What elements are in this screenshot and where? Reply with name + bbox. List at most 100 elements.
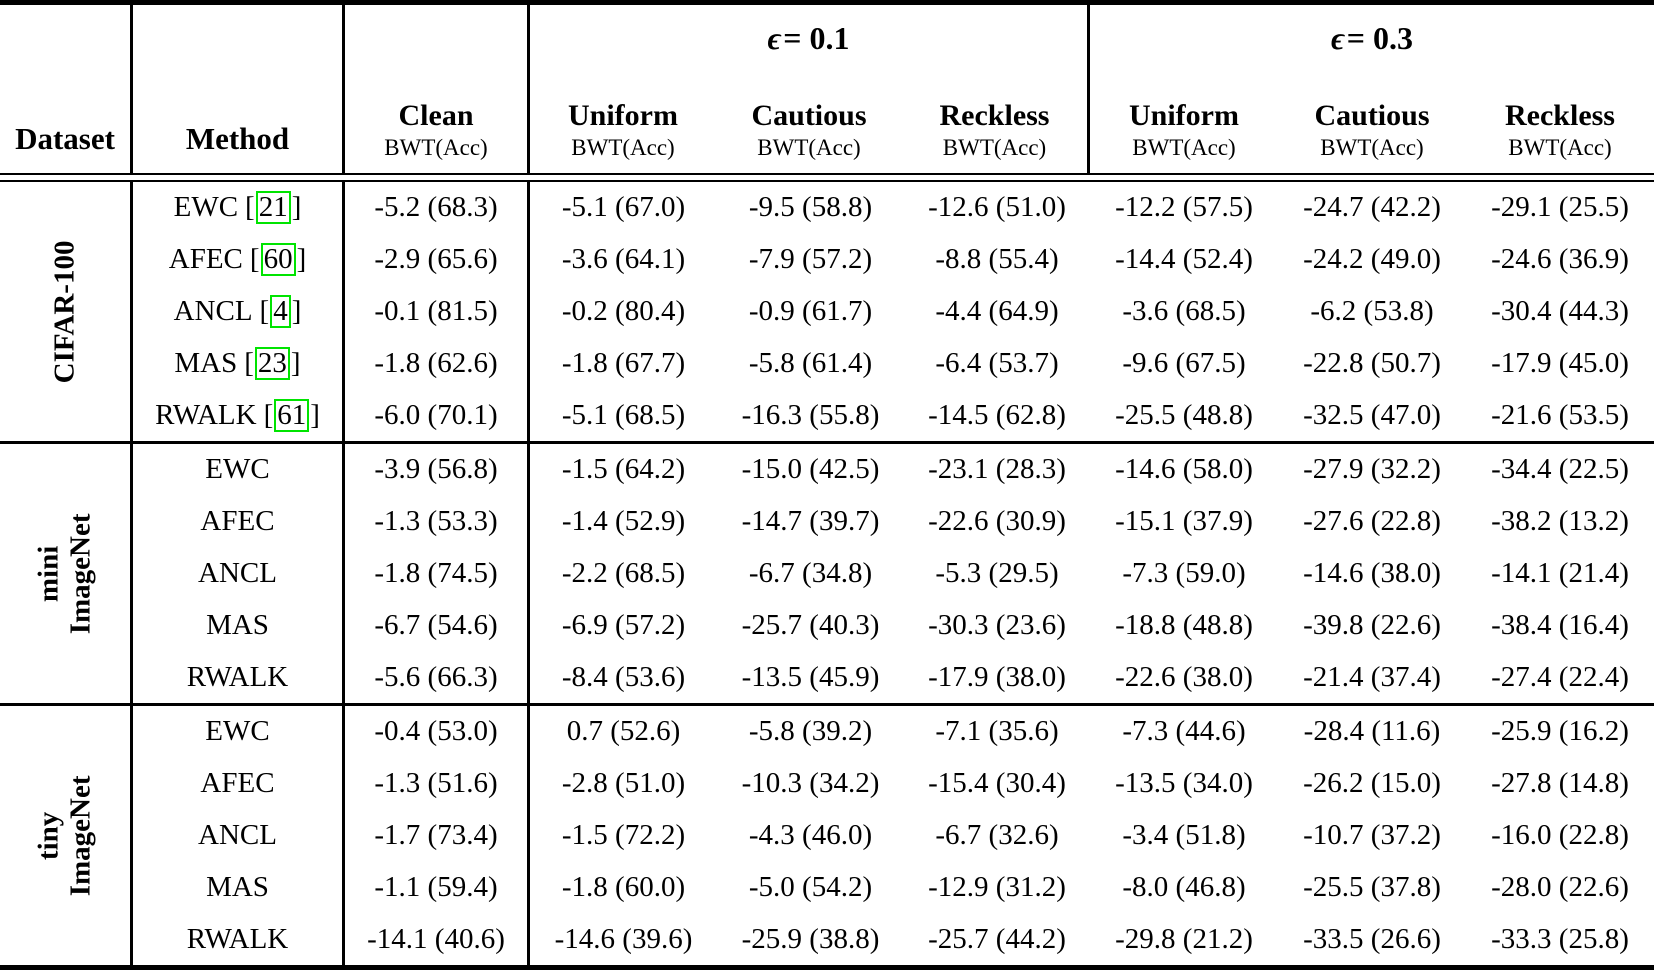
dataset-label-cell: tiny ImageNet bbox=[0, 706, 133, 965]
value-cell: -1.3 (53.3) bbox=[345, 495, 530, 548]
clean-header-label: Clean bbox=[398, 98, 474, 132]
value-cell: -33.5 (26.6) bbox=[1303, 922, 1441, 955]
method-cell: ANCL[4] bbox=[133, 285, 345, 338]
column-sub: BWT(Acc) bbox=[1320, 135, 1424, 161]
value-cell: -7.3 (44.6) bbox=[1122, 715, 1246, 748]
value-cell: -25.7 (44.2) bbox=[928, 922, 1066, 955]
value-cell: -23.1 (28.3) bbox=[928, 453, 1066, 486]
method-label: MAS bbox=[174, 346, 238, 379]
value-cell: -33.3 (25.8) bbox=[1491, 922, 1629, 955]
value-cell: -5.8 (39.2) bbox=[748, 715, 873, 748]
value-cell: -17.9 (38.0) bbox=[928, 660, 1066, 693]
column-label: Reckless bbox=[939, 98, 1050, 132]
value-cell: -3.6 (68.5) bbox=[1122, 294, 1246, 327]
value-cell: -4.4 (64.9) bbox=[935, 294, 1059, 327]
citation-link[interactable]: 60 bbox=[260, 243, 296, 277]
method-cell: ANCL bbox=[133, 547, 345, 600]
method-label: RWALK bbox=[155, 398, 257, 431]
value-cell: -15.4 (30.4) bbox=[928, 767, 1066, 800]
citation-open-bracket: [ bbox=[263, 398, 274, 431]
value-cell: -8.0 (46.8) bbox=[1122, 870, 1246, 903]
dataset-label-line: tiny bbox=[32, 811, 65, 860]
column-label: Cautious bbox=[1314, 98, 1430, 132]
value-cell: -13.5 (45.9) bbox=[741, 660, 880, 693]
value-cell: -6.0 (70.1) bbox=[345, 389, 530, 441]
value-cell: -6.9 (57.2) bbox=[561, 608, 686, 641]
dataset-label-line: mini bbox=[32, 545, 65, 602]
citation-link[interactable]: 21 bbox=[255, 191, 291, 225]
dataset-section: CIFAR-100 EWC[21] -5.2 (68.3) -5.1 (67.0) -9… bbox=[0, 182, 1654, 441]
value-cell: -38.2 (13.2) bbox=[1491, 505, 1629, 538]
table-row: RWALK -5.6 (66.3) -8.4 (53.6) -13.5 (45.9) -… bbox=[133, 651, 1654, 703]
method-cell: RWALK bbox=[133, 651, 345, 703]
value-cell: -5.8 (61.4) bbox=[748, 346, 873, 379]
table-row: MAS -1.1 (59.4) -1.8 (60.0) -5.0 (54.2) -12.… bbox=[133, 861, 1654, 914]
value-cell: -25.5 (37.8) bbox=[1303, 870, 1441, 903]
citation-link[interactable]: 23 bbox=[254, 346, 290, 380]
table-row: EWC[21] -5.2 (68.3) -5.1 (67.0) -9.5 (58.8)… bbox=[133, 182, 1654, 234]
value-cell: -0.2 (80.4) bbox=[561, 294, 686, 327]
value-cell: -16.0 (22.8) bbox=[1491, 818, 1629, 851]
dataset-label-line: ImageNet bbox=[63, 775, 96, 896]
dataset-label-line: CIFAR-100 bbox=[48, 240, 81, 383]
dataset-label: CIFAR-100 bbox=[48, 240, 81, 383]
value-cell: -14.5 (62.8) bbox=[928, 398, 1066, 431]
value-cell: -25.9 (38.8) bbox=[741, 922, 880, 955]
value-cell: -24.2 (49.0) bbox=[1303, 243, 1441, 276]
column-sub: BWT(Acc) bbox=[1132, 135, 1236, 161]
value-cell: -3.9 (56.8) bbox=[345, 444, 530, 496]
value-cell: -1.8 (60.0) bbox=[561, 870, 686, 903]
value-cell: -27.4 (22.4) bbox=[1491, 660, 1629, 693]
value-cell: -5.1 (67.0) bbox=[561, 191, 686, 224]
value-cell: -15.1 (37.9) bbox=[1115, 505, 1253, 538]
method-cell: EWC bbox=[133, 444, 345, 496]
value-cell: -39.8 (22.6) bbox=[1303, 608, 1441, 641]
epsilon-03-value: = 0.3 bbox=[1346, 19, 1413, 56]
citation-link[interactable]: 61 bbox=[274, 398, 310, 432]
citation-close-bracket: ] bbox=[310, 398, 320, 431]
value-cell: -2.2 (68.5) bbox=[561, 556, 686, 589]
epsilon-symbol: ϵ bbox=[1331, 19, 1345, 56]
value-cell: -7.1 (35.6) bbox=[935, 715, 1059, 748]
citation-close-bracket: ] bbox=[291, 191, 302, 224]
epsilon-01-group-header: ϵ = 0.1 Uniform BWT(Acc) Cautious BWT(Ac… bbox=[530, 5, 1090, 173]
value-cell: -15.0 (42.5) bbox=[741, 453, 880, 486]
citation-open-bracket: [ bbox=[249, 243, 260, 276]
method-header-label: Method bbox=[185, 121, 290, 156]
value-cell: -1.8 (62.6) bbox=[345, 337, 530, 390]
table-row: AFEC -1.3 (51.6) -2.8 (51.0) -10.3 (34.2) -1… bbox=[133, 757, 1654, 810]
citation-link[interactable]: 4 bbox=[270, 294, 291, 328]
value-cell: -5.0 (54.2) bbox=[748, 870, 873, 903]
value-cell: -21.4 (37.4) bbox=[1303, 660, 1441, 693]
value-cell: -14.6 (58.0) bbox=[1115, 453, 1253, 486]
column-label: Reckless bbox=[1505, 98, 1615, 132]
value-cell: -29.1 (25.5) bbox=[1491, 191, 1629, 224]
value-cell: -30.3 (23.6) bbox=[928, 608, 1066, 641]
citation-close-bracket: ] bbox=[291, 294, 302, 327]
value-cell: -30.4 (44.3) bbox=[1491, 294, 1629, 327]
table-row: RWALK -14.1 (40.6) -14.6 (39.6) -25.9 (38.8… bbox=[133, 913, 1654, 965]
value-cell: -1.7 (73.4) bbox=[345, 809, 530, 862]
epsilon-01-columns: Uniform BWT(Acc) Cautious BWT(Acc) Reckl… bbox=[530, 71, 1087, 173]
value-cell: -22.6 (38.0) bbox=[1115, 660, 1253, 693]
value-cell: -2.9 (65.6) bbox=[345, 233, 530, 286]
value-cell: -32.5 (47.0) bbox=[1303, 398, 1441, 431]
header-double-rule bbox=[0, 173, 1654, 182]
value-cell: -25.7 (40.3) bbox=[741, 608, 880, 641]
dataset-section: mini ImageNet EWC -3.9 (56.8) -1.5 (64.2) -15… bbox=[0, 444, 1654, 703]
value-cell: -28.4 (11.6) bbox=[1303, 715, 1441, 748]
method-cell: ANCL bbox=[133, 809, 345, 862]
method-label: EWC bbox=[173, 191, 239, 224]
method-cell: MAS bbox=[133, 861, 345, 914]
method-label: EWC bbox=[205, 453, 270, 486]
value-cell: -1.5 (72.2) bbox=[561, 818, 686, 851]
clean-column-header: Clean BWT(Acc) bbox=[345, 5, 530, 173]
epsilon-01-title: ϵ = 0.1 bbox=[530, 5, 1087, 71]
method-cell: AFEC[60] bbox=[133, 233, 345, 286]
value-cell: -5.6 (66.3) bbox=[345, 651, 530, 703]
uniform-03-column-header: Uniform BWT(Acc) bbox=[1090, 71, 1278, 173]
column-sub: BWT(Acc) bbox=[757, 135, 861, 161]
column-label: Cautious bbox=[751, 98, 867, 132]
value-cell: -14.6 (39.6) bbox=[554, 922, 693, 955]
